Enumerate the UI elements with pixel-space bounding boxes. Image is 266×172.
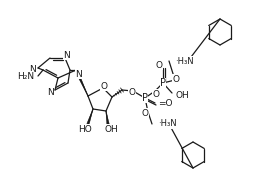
Text: O: O	[101, 82, 107, 90]
Text: ·H₃N: ·H₃N	[175, 56, 194, 66]
Polygon shape	[75, 69, 88, 96]
Text: HO: HO	[78, 125, 92, 133]
Text: O: O	[172, 74, 180, 83]
Text: N: N	[30, 64, 36, 73]
Text: O: O	[128, 88, 135, 96]
Text: N: N	[76, 69, 82, 78]
Text: P: P	[142, 93, 148, 103]
Text: P: P	[160, 78, 166, 88]
Text: =O: =O	[158, 99, 172, 109]
Text: N: N	[64, 51, 70, 60]
Polygon shape	[106, 111, 109, 124]
Text: OH: OH	[175, 90, 189, 99]
Text: ·H₃N: ·H₃N	[158, 120, 177, 128]
Text: O: O	[156, 61, 163, 69]
Text: O: O	[142, 109, 148, 117]
Text: H₂N: H₂N	[17, 72, 34, 80]
Text: O: O	[152, 89, 160, 99]
Polygon shape	[87, 109, 93, 124]
Text: N: N	[47, 88, 53, 96]
Text: OH: OH	[104, 125, 118, 133]
